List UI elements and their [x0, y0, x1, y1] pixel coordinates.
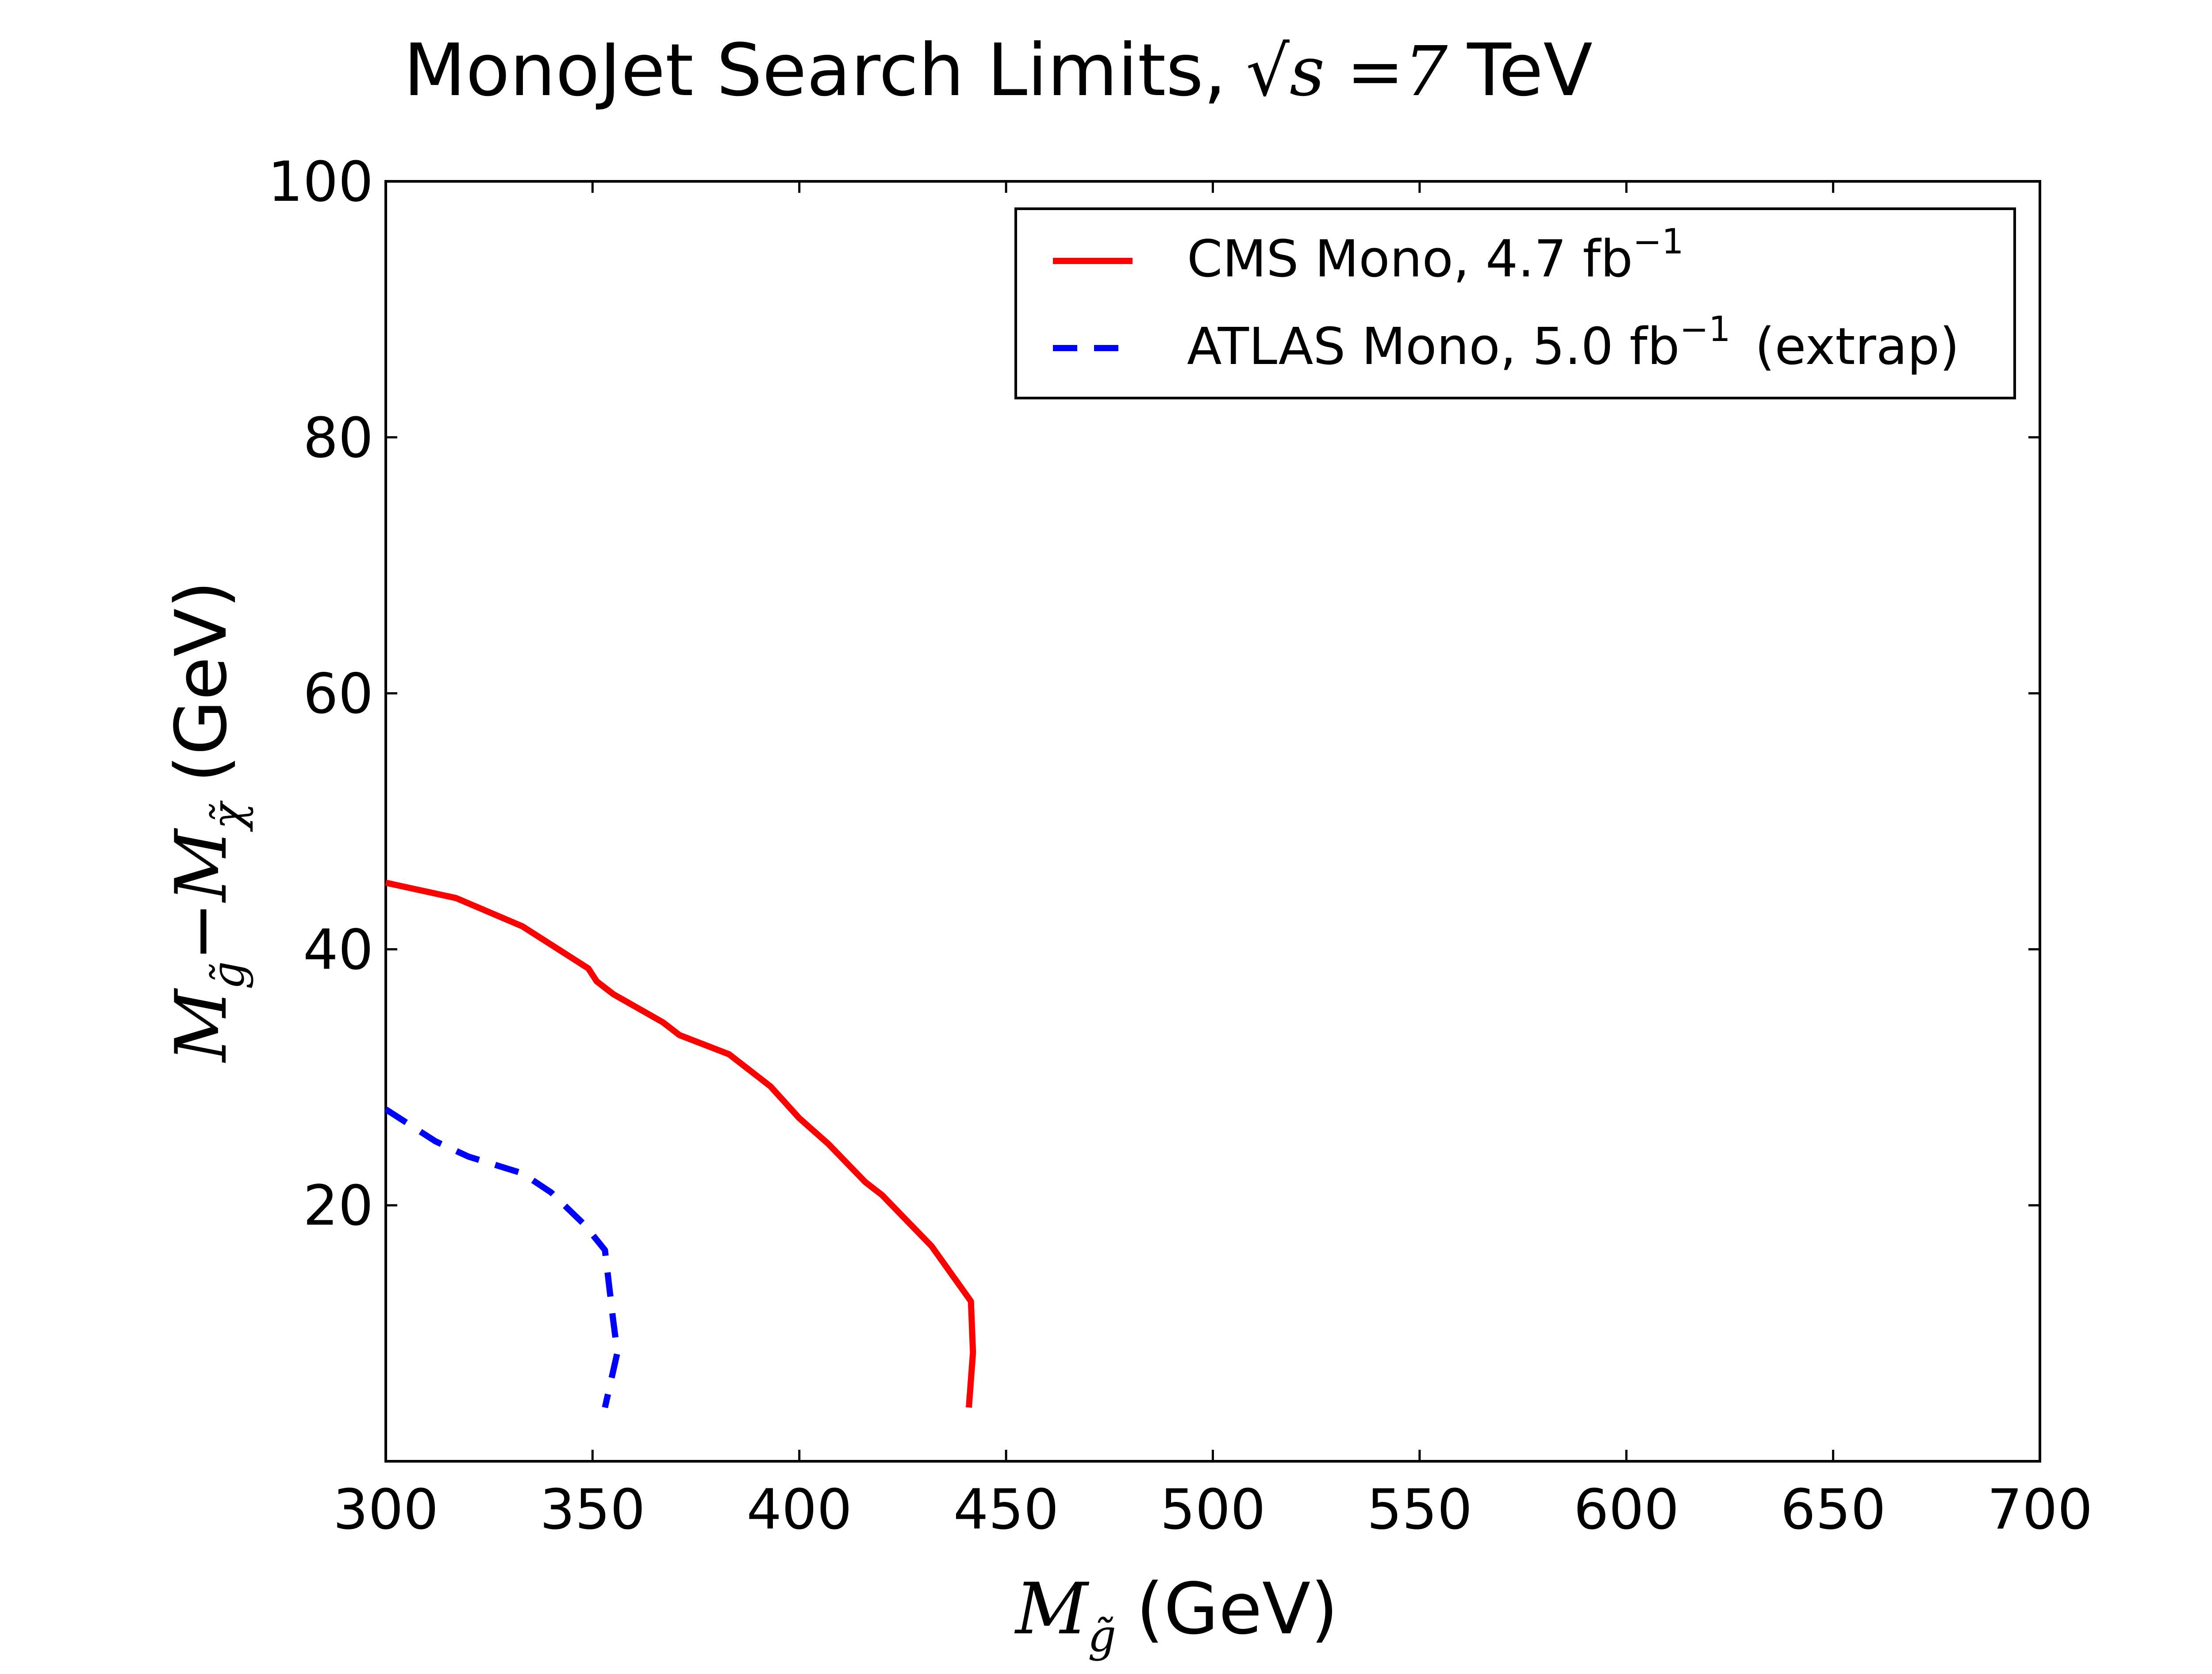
y-tick-label: 20: [303, 1174, 373, 1238]
y-axis-label-sub2: χ̃: [202, 800, 254, 832]
series-layer: [384, 880, 976, 1409]
x-axis-label: Mg̃ (GeV): [1014, 1567, 1338, 1662]
x-tick-label: 500: [1160, 1478, 1266, 1542]
x-axis-label-symbol: M: [1014, 1567, 1090, 1650]
y-axis-label-sub1: g̃: [202, 961, 254, 989]
title-suffix: TeV: [1467, 29, 1593, 112]
x-axis-label-unit: (GeV): [1136, 1567, 1338, 1650]
legend-label-cms: CMS Mono, 4.7 fb−1: [1187, 222, 1684, 289]
x-tick-label: 700: [1987, 1478, 2093, 1542]
chart-title: MonoJet Search Limits, √s =7 TeV: [403, 29, 1593, 112]
series-line-cms: [385, 880, 976, 1408]
x-tick-label: 400: [746, 1478, 852, 1542]
title-math: √s =7: [1246, 31, 1448, 111]
title-prefix: MonoJet Search Limits,: [403, 29, 1226, 112]
y-tick-label: 40: [303, 918, 373, 982]
y-ticks: 20 40 60 80 100: [268, 150, 2040, 1238]
legend-label-atlas-text: ATLAS Mono, 5.0 fb: [1187, 317, 1680, 376]
x-tick-label: 300: [333, 1478, 439, 1542]
x-tick-label: 600: [1574, 1478, 1679, 1542]
y-axis-label-symbol1: M: [160, 988, 242, 1063]
legend-label-cms-sup: −1: [1633, 222, 1684, 262]
legend-label-cms-text: CMS Mono, 4.7 fb: [1187, 230, 1633, 289]
y-axis-label-unit: (GeV): [160, 581, 242, 783]
legend-label-atlas-sup: −1: [1680, 310, 1731, 349]
legend-box: [1014, 207, 2016, 399]
y-tick-label: 60: [303, 662, 373, 726]
y-tick-label: 100: [268, 150, 373, 214]
y-axis-label-symbol2: M: [160, 827, 242, 903]
legend: CMS Mono, 4.7 fb−1 ATLAS Mono, 5.0 fb−1(…: [1014, 207, 2016, 399]
y-tick-label: 80: [303, 406, 373, 470]
legend-label-atlas-suffix: (extrap): [1755, 317, 1959, 376]
y-axis-label-minus: −: [160, 902, 242, 961]
legend-label-atlas: ATLAS Mono, 5.0 fb−1 (extrap): [1187, 310, 1959, 376]
x-tick-label: 650: [1780, 1478, 1886, 1542]
y-axis-label: Mg̃−Mχ̃(GeV): [160, 581, 254, 1063]
series-line-atlas: [384, 1107, 621, 1409]
x-tick-label: 450: [953, 1478, 1059, 1542]
x-ticks: 300 350 400 450 500 550 600 650 700: [333, 181, 2093, 1542]
x-axis-label-subscript: g̃: [1088, 1610, 1116, 1662]
x-tick-label: 350: [540, 1478, 645, 1542]
x-tick-label: 550: [1367, 1478, 1473, 1542]
